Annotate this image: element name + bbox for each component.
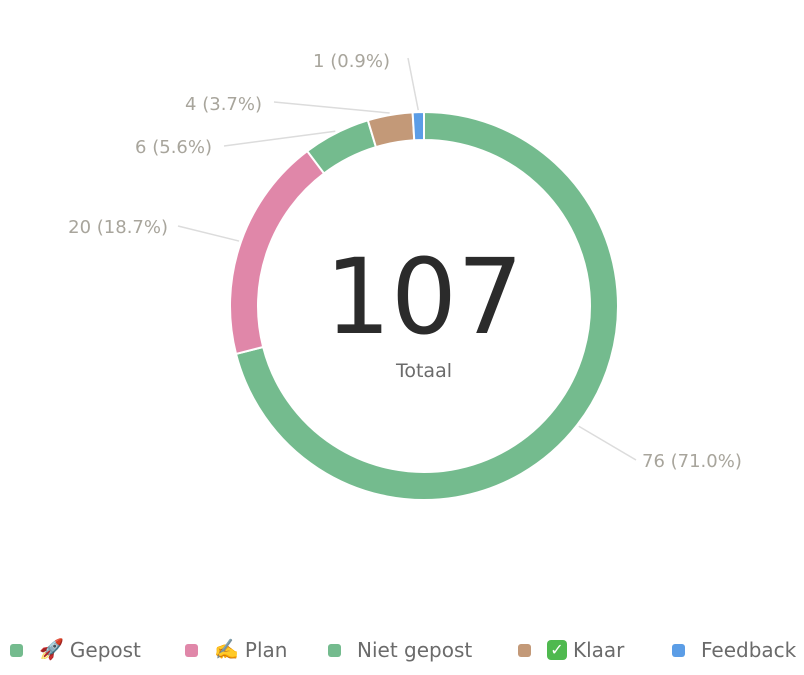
legend-swatch — [10, 643, 23, 657]
donut-chart: 76 (71.0%) 20 (18.7%) 6 (5.6%) 4 (3.7%) 1 (0… — [68, 51, 742, 501]
center-total: 107 — [325, 236, 524, 358]
legend-item-feedback[interactable]: Feedback — [672, 632, 796, 668]
donut-slices — [229, 110, 619, 501]
donut-slice-4[interactable] — [411, 110, 425, 142]
legend-swatch — [328, 643, 341, 657]
donut-slice-1[interactable] — [229, 149, 326, 356]
center-caption: Totaal — [395, 360, 452, 382]
leader-line-0 — [578, 425, 637, 461]
writing-hand-icon: ✍️ — [214, 639, 239, 661]
slice-label-0: 76 (71.0%) — [642, 451, 742, 472]
legend-label: Plan — [244, 638, 288, 662]
leader-line-3 — [273, 101, 390, 114]
leader-line-2 — [223, 130, 336, 147]
slice-label-1: 20 (18.7%) — [68, 217, 168, 238]
legend: 🚀 Gepost ✍️ Plan Niet gepost ✓ Klaar Fee… — [0, 632, 804, 668]
slice-label-2: 6 (5.6%) — [135, 137, 212, 158]
donut-slice-3[interactable] — [366, 111, 416, 149]
legend-item-gepost[interactable]: 🚀 Gepost — [10, 632, 141, 668]
legend-swatch — [185, 643, 198, 657]
legend-label: Klaar — [573, 638, 625, 662]
legend-swatch — [672, 643, 685, 657]
legend-label: Niet gepost — [357, 638, 473, 662]
legend-swatch — [518, 643, 531, 657]
slice-label-4: 1 (0.9%) — [313, 51, 390, 72]
legend-item-klaar[interactable]: ✓ Klaar — [518, 632, 624, 668]
slice-labels: 76 (71.0%) 20 (18.7%) 6 (5.6%) 4 (3.7%) 1 (0… — [68, 51, 742, 472]
leader-line-1 — [177, 225, 240, 242]
legend-label: Feedback — [701, 638, 797, 662]
slice-label-3: 4 (3.7%) — [185, 94, 262, 115]
legend-item-plan[interactable]: ✍️ Plan — [185, 632, 287, 668]
check-mark-button-icon: ✓ — [547, 640, 567, 660]
rocket-icon: 🚀 — [39, 639, 64, 661]
leader-line-4 — [407, 57, 419, 111]
label-leader-lines — [177, 57, 637, 461]
legend-item-niet-gepost[interactable]: Niet gepost — [328, 632, 472, 668]
donut-slice-2[interactable] — [305, 119, 378, 175]
donut-slice-0[interactable] — [234, 110, 619, 501]
legend-label: Gepost — [69, 638, 141, 662]
